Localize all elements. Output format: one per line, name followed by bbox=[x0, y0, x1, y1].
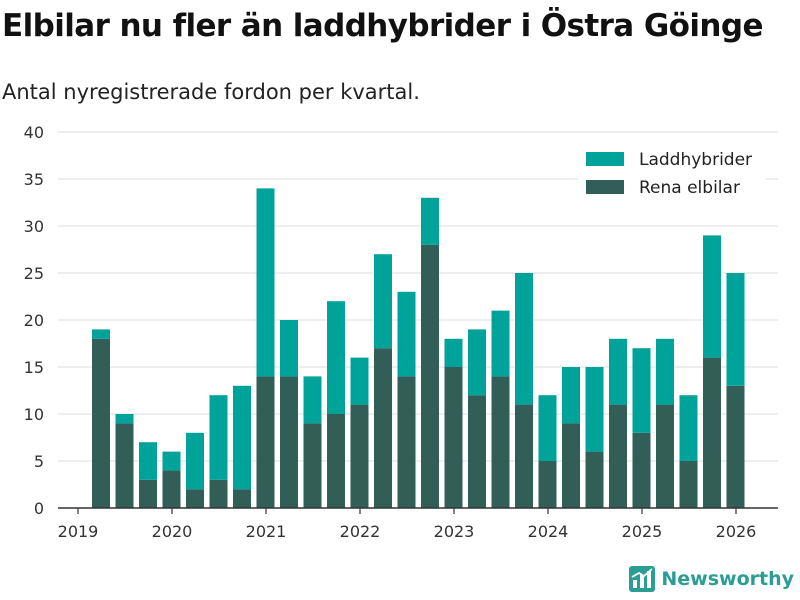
x-tick-label: 2024 bbox=[528, 522, 569, 541]
bar-laddhybrider bbox=[327, 301, 345, 414]
bar-rena-elbilar bbox=[397, 376, 416, 508]
bar-laddhybrider bbox=[186, 432, 204, 490]
bar-rena-elbilar bbox=[350, 404, 369, 508]
bar-rena-elbilar bbox=[233, 489, 251, 508]
bar-laddhybrider bbox=[303, 376, 322, 424]
bar-rena-elbilar bbox=[703, 357, 721, 508]
y-tick-label: 25 bbox=[24, 264, 44, 283]
bar-laddhybrider bbox=[139, 442, 157, 480]
y-tick-label: 15 bbox=[24, 358, 44, 377]
bar-laddhybrider bbox=[515, 273, 533, 405]
legend-laddhybrider-label: Laddhybrider bbox=[639, 150, 752, 170]
bar-laddhybrider bbox=[233, 385, 251, 490]
bar-rena-elbilar bbox=[632, 432, 651, 508]
bar-rena-elbilar bbox=[209, 479, 228, 508]
bar-rena-elbilar bbox=[515, 404, 533, 508]
legend-laddhybrider-swatch bbox=[586, 152, 624, 166]
bar-rena-elbilar bbox=[421, 244, 439, 509]
bar-rena-elbilar bbox=[327, 414, 345, 508]
bar-laddhybrider bbox=[562, 367, 580, 424]
x-tick-label: 2022 bbox=[340, 522, 381, 541]
legend-rena-elbilar-label: Rena elbilar bbox=[639, 178, 740, 198]
legend: Laddhybrider Rena elbilar bbox=[578, 145, 766, 207]
bar-laddhybrider bbox=[656, 338, 674, 405]
bar-laddhybrider bbox=[209, 395, 228, 480]
bar-laddhybrider bbox=[421, 197, 439, 245]
bar-laddhybrider bbox=[609, 338, 627, 405]
bar-rena-elbilar bbox=[562, 423, 580, 508]
bar-laddhybrider bbox=[444, 338, 463, 367]
bar-rena-elbilar bbox=[538, 461, 557, 508]
bar-laddhybrider bbox=[491, 310, 510, 377]
bar-laddhybrider bbox=[703, 235, 721, 358]
bar-laddhybrider bbox=[726, 273, 745, 386]
newsworthy-brand: Newsworthy bbox=[629, 566, 794, 592]
y-tick-label: 0 bbox=[34, 499, 44, 518]
bar-laddhybrider bbox=[397, 291, 416, 377]
bar-rena-elbilar bbox=[280, 376, 298, 508]
y-tick-label: 10 bbox=[24, 405, 44, 424]
newsworthy-logo-icon bbox=[629, 566, 656, 592]
bar-laddhybrider bbox=[632, 348, 651, 433]
bar-rena-elbilar bbox=[115, 423, 134, 508]
bar-rena-elbilar bbox=[92, 338, 110, 508]
bar-rena-elbilar bbox=[303, 423, 322, 508]
y-tick-label: 30 bbox=[24, 217, 44, 236]
y-tick-label: 40 bbox=[24, 123, 44, 142]
y-tick-label: 20 bbox=[24, 311, 44, 330]
bar-laddhybrider bbox=[468, 329, 486, 396]
bar-laddhybrider bbox=[350, 357, 369, 405]
x-tick-label: 2023 bbox=[434, 522, 475, 541]
bar-laddhybrider bbox=[256, 188, 275, 377]
bar-laddhybrider bbox=[374, 254, 392, 349]
bar-laddhybrider bbox=[679, 395, 698, 461]
bar-rena-elbilar bbox=[679, 461, 698, 508]
brand-name: Newsworthy bbox=[661, 568, 794, 590]
bar-rena-elbilar bbox=[609, 404, 627, 508]
bar-laddhybrider bbox=[538, 395, 557, 461]
bar-laddhybrider bbox=[280, 320, 298, 377]
bar-laddhybrider bbox=[115, 414, 134, 424]
legend-rena-elbilar-swatch bbox=[586, 180, 624, 194]
chart-title: Elbilar nu fler än laddhybrider i Östra … bbox=[2, 8, 763, 44]
bar-rena-elbilar bbox=[468, 395, 486, 508]
y-tick-label: 5 bbox=[34, 452, 44, 471]
bar-rena-elbilar bbox=[491, 376, 510, 508]
x-tick-label: 2026 bbox=[716, 522, 757, 541]
x-tick-label: 2021 bbox=[246, 522, 287, 541]
x-tick-label: 2019 bbox=[58, 522, 99, 541]
y-tick-label: 35 bbox=[24, 170, 44, 189]
bar-rena-elbilar bbox=[444, 367, 463, 508]
bar-laddhybrider bbox=[585, 367, 604, 452]
bar-rena-elbilar bbox=[256, 376, 275, 508]
bar-rena-elbilar bbox=[162, 470, 181, 508]
bar-rena-elbilar bbox=[585, 451, 604, 508]
bar-rena-elbilar bbox=[656, 404, 674, 508]
bar-rena-elbilar bbox=[726, 385, 745, 508]
x-tick-label: 2025 bbox=[622, 522, 663, 541]
bar-rena-elbilar bbox=[186, 489, 204, 508]
bar-laddhybrider bbox=[162, 451, 181, 471]
chart-subtitle: Antal nyregistrerade fordon per kvartal. bbox=[2, 80, 420, 104]
bar-laddhybrider bbox=[92, 329, 110, 339]
x-tick-label: 2020 bbox=[152, 522, 193, 541]
bar-rena-elbilar bbox=[374, 348, 392, 508]
bar-rena-elbilar bbox=[139, 479, 157, 508]
